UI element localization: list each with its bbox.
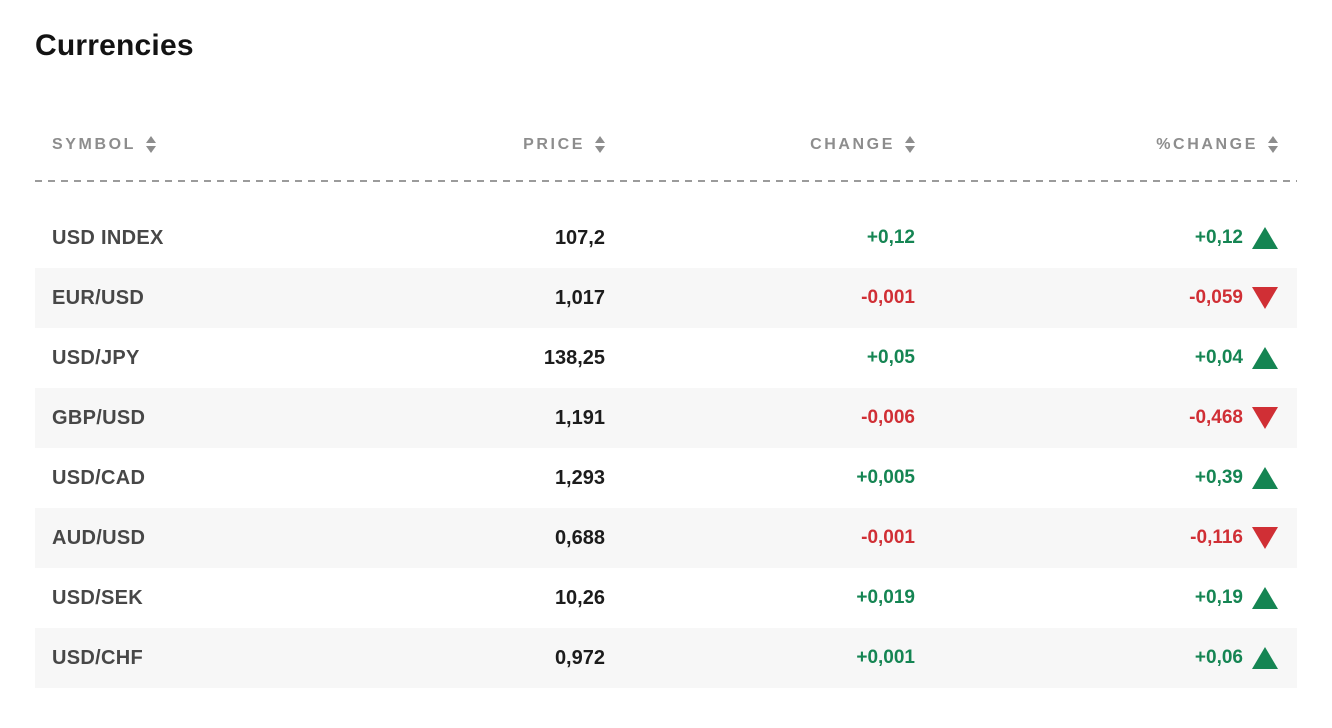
table-header-row: SYMBOL PRICE CHANGE %CHANGE [35,132,1297,158]
symbol-cell[interactable]: EUR/USD [52,286,145,309]
table-row[interactable]: EUR/USD 1,017 -0,001 -0,059 [35,268,1297,328]
column-header-percent-change-label: %CHANGE [1156,136,1258,153]
table-row[interactable]: USD/CAD 1,293 +0,005 +0,39 [35,448,1297,508]
column-header-change[interactable]: CHANGE [605,136,915,154]
percent-change-cell: -0,468 [915,407,1278,429]
table-body: USD INDEX 107,2 +0,12 +0,12 EUR/USD 1,01… [35,208,1297,688]
triangle-down-icon [1252,287,1278,309]
change-cell: -0,001 [861,287,915,308]
header-divider [35,180,1297,182]
percent-change-value: +0,19 [1194,587,1243,608]
column-header-change-label: CHANGE [810,136,895,153]
column-header-price[interactable]: PRICE [352,136,605,154]
change-cell: -0,001 [861,527,915,548]
percent-change-cell: +0,39 [915,467,1278,489]
column-header-percent-change[interactable]: %CHANGE [915,136,1278,154]
page-title: Currencies [35,29,194,62]
percent-change-value: +0,06 [1194,647,1243,668]
table-row[interactable]: USD/SEK 10,26 +0,019 +0,19 [35,568,1297,628]
percent-change-cell: +0,12 [915,227,1278,249]
change-cell: +0,019 [856,587,915,608]
percent-change-value: +0,39 [1194,467,1243,488]
table-row[interactable]: USD/JPY 138,25 +0,05 +0,04 [35,328,1297,388]
percent-change-value: +0,12 [1194,227,1243,248]
price-cell: 0,688 [554,526,605,549]
price-cell: 1,017 [554,286,605,309]
currencies-panel: Currencies SYMBOL PRICE CHANGE %CHANGE U… [35,29,1297,688]
sort-arrows-icon [905,136,915,153]
column-header-symbol[interactable]: SYMBOL [52,136,352,154]
change-cell: +0,05 [866,347,915,368]
percent-change-value: +0,04 [1194,347,1243,368]
sort-arrows-icon [146,136,157,153]
triangle-down-icon [1252,527,1278,549]
table-row[interactable]: USD INDEX 107,2 +0,12 +0,12 [35,208,1297,268]
sort-arrows-icon [595,136,605,153]
table-row[interactable]: AUD/USD 0,688 -0,001 -0,116 [35,508,1297,568]
change-cell: -0,006 [861,407,915,428]
change-cell: +0,12 [866,227,915,248]
percent-change-value: -0,059 [1189,287,1243,308]
column-header-symbol-label: SYMBOL [52,136,137,153]
price-cell: 1,293 [554,466,605,489]
percent-change-cell: +0,19 [915,587,1278,609]
price-cell: 138,25 [543,346,605,369]
symbol-cell[interactable]: USD INDEX [52,226,164,249]
symbol-cell[interactable]: USD/CHF [52,646,143,669]
price-cell: 107,2 [554,226,605,249]
percent-change-cell: +0,06 [915,647,1278,669]
percent-change-value: -0,468 [1189,407,1243,428]
triangle-up-icon [1252,227,1278,249]
symbol-cell[interactable]: GBP/USD [52,406,146,429]
price-cell: 10,26 [554,586,605,609]
percent-change-value: -0,116 [1190,527,1243,548]
table-row[interactable]: USD/CHF 0,972 +0,001 +0,06 [35,628,1297,688]
percent-change-cell: -0,116 [915,527,1278,549]
triangle-down-icon [1252,407,1278,429]
table-row[interactable]: GBP/USD 1,191 -0,006 -0,468 [35,388,1297,448]
percent-change-cell: +0,04 [915,347,1278,369]
column-header-price-label: PRICE [523,136,585,153]
symbol-cell[interactable]: USD/SEK [52,586,144,609]
triangle-up-icon [1252,347,1278,369]
triangle-up-icon [1252,467,1278,489]
percent-change-cell: -0,059 [915,287,1278,309]
price-cell: 1,191 [554,406,605,429]
price-cell: 0,972 [554,646,605,669]
sort-arrows-icon [1268,136,1278,153]
change-cell: +0,005 [856,467,915,488]
symbol-cell[interactable]: USD/JPY [52,346,140,369]
triangle-up-icon [1252,647,1278,669]
change-cell: +0,001 [856,647,915,668]
symbol-cell[interactable]: USD/CAD [52,466,146,489]
symbol-cell[interactable]: AUD/USD [52,526,146,549]
triangle-up-icon [1252,587,1278,609]
